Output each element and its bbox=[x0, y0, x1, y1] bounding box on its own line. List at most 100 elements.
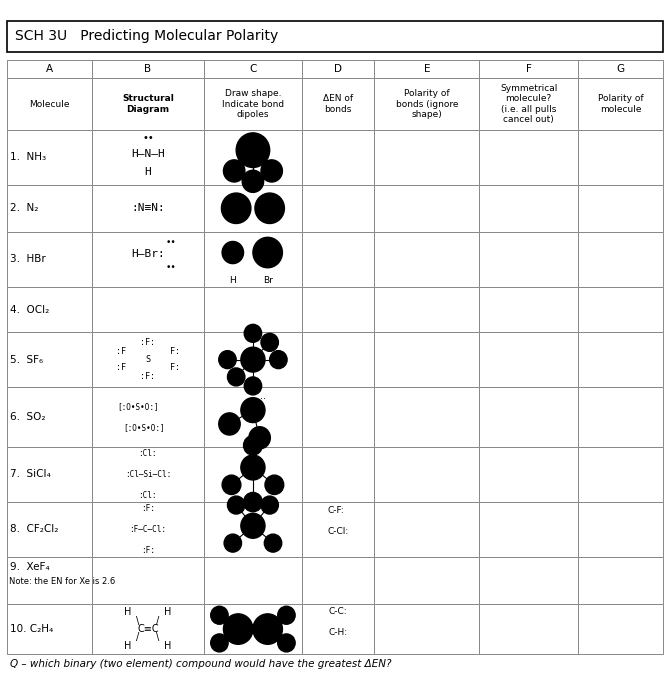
Circle shape bbox=[224, 160, 245, 182]
Text: H–N–H: H–N–H bbox=[131, 149, 165, 158]
FancyBboxPatch shape bbox=[7, 502, 92, 556]
Circle shape bbox=[219, 351, 237, 369]
FancyBboxPatch shape bbox=[302, 332, 375, 387]
Text: Q – which binary (two element) compound would have the greatest ΔEN?: Q – which binary (two element) compound … bbox=[10, 659, 391, 669]
Circle shape bbox=[228, 368, 245, 386]
Text: 3.  HBr: 3. HBr bbox=[10, 255, 46, 264]
FancyBboxPatch shape bbox=[302, 502, 375, 556]
Circle shape bbox=[253, 237, 283, 268]
Text: E: E bbox=[423, 64, 430, 74]
FancyBboxPatch shape bbox=[204, 60, 302, 78]
FancyBboxPatch shape bbox=[302, 78, 375, 129]
Circle shape bbox=[278, 634, 295, 652]
Text: :F: :F bbox=[116, 347, 126, 356]
Text: :Cl–Si–Cl:: :Cl–Si–Cl: bbox=[125, 470, 171, 479]
Circle shape bbox=[222, 242, 244, 264]
Text: C-C:

C-H:: C-C: C-H: bbox=[329, 607, 348, 637]
FancyBboxPatch shape bbox=[375, 287, 480, 332]
FancyBboxPatch shape bbox=[578, 60, 663, 78]
FancyBboxPatch shape bbox=[578, 332, 663, 387]
Text: Molecule: Molecule bbox=[29, 100, 70, 109]
FancyBboxPatch shape bbox=[92, 287, 204, 332]
Text: :F–C–Cl:: :F–C–Cl: bbox=[129, 525, 166, 534]
Text: :F:: :F: bbox=[141, 504, 155, 513]
Text: G: G bbox=[616, 64, 624, 74]
Text: [:O•S•O:]: [:O•S•O:] bbox=[117, 402, 159, 411]
Text: ••: •• bbox=[166, 263, 177, 272]
FancyBboxPatch shape bbox=[7, 232, 92, 287]
Text: [:O•S•O:]: [:O•S•O:] bbox=[124, 423, 165, 432]
Text: Draw shape.
Indicate bond
dipoles: Draw shape. Indicate bond dipoles bbox=[222, 89, 284, 119]
Text: 10. C₂H₄: 10. C₂H₄ bbox=[10, 624, 54, 634]
FancyBboxPatch shape bbox=[480, 129, 578, 185]
FancyBboxPatch shape bbox=[302, 60, 375, 78]
Circle shape bbox=[244, 436, 263, 455]
Text: H: H bbox=[124, 641, 131, 651]
Text: H–Br:: H–Br: bbox=[131, 249, 165, 259]
FancyBboxPatch shape bbox=[302, 387, 375, 447]
Text: ..: .. bbox=[260, 391, 266, 401]
Text: 9.  XeF₄: 9. XeF₄ bbox=[10, 562, 50, 572]
FancyBboxPatch shape bbox=[204, 129, 302, 185]
FancyBboxPatch shape bbox=[480, 232, 578, 287]
Text: Polarity of
bonds (ignore
shape): Polarity of bonds (ignore shape) bbox=[396, 89, 458, 119]
FancyBboxPatch shape bbox=[7, 287, 92, 332]
Text: Note: the EN for Xe is 2.6: Note: the EN for Xe is 2.6 bbox=[9, 577, 115, 586]
FancyBboxPatch shape bbox=[480, 287, 578, 332]
FancyBboxPatch shape bbox=[92, 185, 204, 232]
FancyBboxPatch shape bbox=[7, 185, 92, 232]
Circle shape bbox=[224, 534, 242, 552]
Text: S: S bbox=[145, 355, 150, 364]
FancyBboxPatch shape bbox=[578, 232, 663, 287]
FancyBboxPatch shape bbox=[578, 604, 663, 654]
FancyBboxPatch shape bbox=[578, 129, 663, 185]
FancyBboxPatch shape bbox=[375, 387, 480, 447]
FancyBboxPatch shape bbox=[302, 447, 375, 502]
FancyBboxPatch shape bbox=[92, 447, 204, 502]
Circle shape bbox=[261, 496, 279, 514]
FancyBboxPatch shape bbox=[375, 232, 480, 287]
Text: /: / bbox=[136, 632, 139, 642]
Text: 6.  SO₂: 6. SO₂ bbox=[10, 412, 46, 422]
Text: SCH 3U   Predicting Molecular Polarity: SCH 3U Predicting Molecular Polarity bbox=[15, 29, 278, 44]
Circle shape bbox=[228, 496, 245, 514]
Text: /: / bbox=[156, 616, 159, 626]
FancyBboxPatch shape bbox=[7, 332, 92, 387]
Text: ΔEN of
bonds: ΔEN of bonds bbox=[323, 94, 353, 113]
FancyBboxPatch shape bbox=[7, 21, 663, 52]
FancyBboxPatch shape bbox=[204, 502, 302, 556]
Circle shape bbox=[241, 455, 265, 480]
FancyBboxPatch shape bbox=[375, 185, 480, 232]
Text: F:: F: bbox=[170, 347, 180, 356]
Text: \: \ bbox=[156, 632, 159, 642]
FancyBboxPatch shape bbox=[204, 387, 302, 447]
FancyBboxPatch shape bbox=[480, 502, 578, 556]
FancyBboxPatch shape bbox=[375, 604, 480, 654]
FancyBboxPatch shape bbox=[375, 556, 480, 604]
Text: H: H bbox=[164, 607, 172, 617]
Text: H: H bbox=[164, 641, 172, 651]
Circle shape bbox=[265, 475, 284, 495]
FancyBboxPatch shape bbox=[7, 129, 92, 185]
FancyBboxPatch shape bbox=[375, 78, 480, 129]
Text: D: D bbox=[334, 64, 342, 74]
Circle shape bbox=[245, 325, 262, 343]
Text: :F:: :F: bbox=[141, 545, 155, 554]
Circle shape bbox=[261, 334, 279, 352]
Text: 4.  OCl₂: 4. OCl₂ bbox=[10, 304, 50, 315]
FancyBboxPatch shape bbox=[578, 185, 663, 232]
FancyBboxPatch shape bbox=[7, 78, 92, 129]
FancyBboxPatch shape bbox=[204, 185, 302, 232]
Text: F:: F: bbox=[170, 363, 180, 372]
FancyBboxPatch shape bbox=[375, 447, 480, 502]
Text: Polarity of
molecule: Polarity of molecule bbox=[598, 94, 643, 113]
Text: H: H bbox=[229, 275, 237, 284]
Circle shape bbox=[261, 160, 283, 182]
FancyBboxPatch shape bbox=[480, 332, 578, 387]
FancyBboxPatch shape bbox=[92, 332, 204, 387]
Text: Structural
Diagram: Structural Diagram bbox=[122, 94, 174, 113]
FancyBboxPatch shape bbox=[302, 185, 375, 232]
FancyBboxPatch shape bbox=[92, 129, 204, 185]
FancyBboxPatch shape bbox=[578, 447, 663, 502]
FancyBboxPatch shape bbox=[375, 129, 480, 185]
